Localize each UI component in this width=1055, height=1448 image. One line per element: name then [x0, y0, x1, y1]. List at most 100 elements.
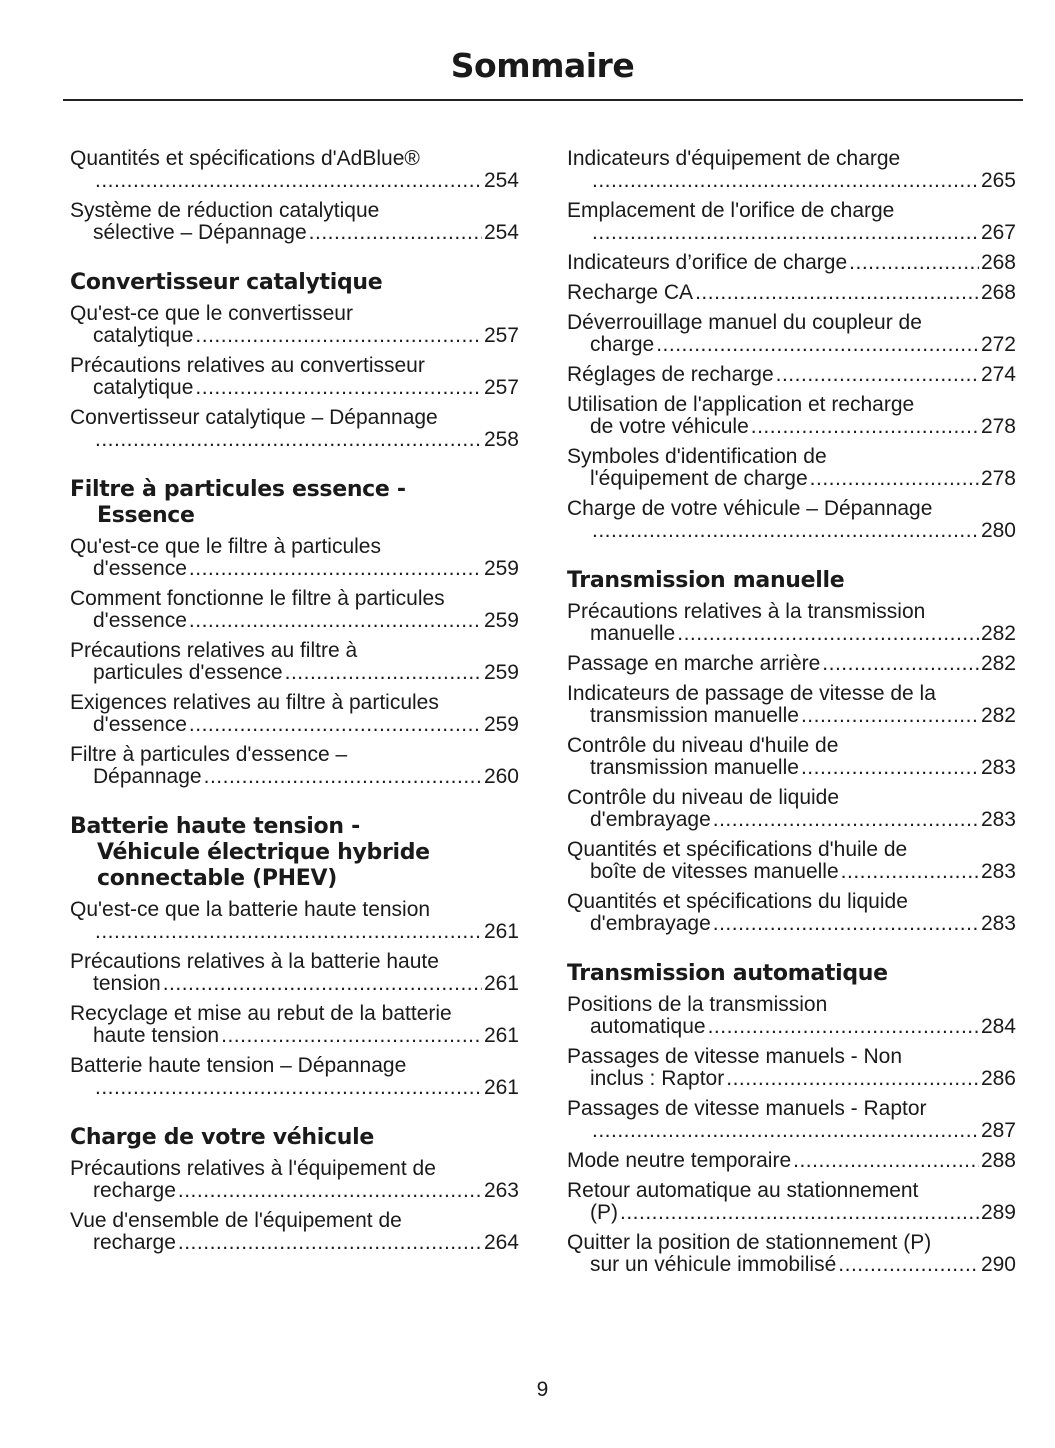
toc-entry-title[interactable]: Filtre à particules d'essence –: [70, 743, 348, 766]
toc-entry-title[interactable]: Qu'est-ce que le filtre à particules: [70, 535, 381, 558]
toc-page-number[interactable]: 257: [483, 324, 519, 347]
toc-entry-title-cont[interactable]: recharge: [93, 1179, 176, 1202]
toc-entry[interactable]: Batterie haute tension – Dépannage 261: [70, 1055, 519, 1099]
toc-entry-title-cont[interactable]: catalytique: [93, 376, 194, 399]
toc-entry-title[interactable]: Quitter la position de stationnement (P): [567, 1231, 932, 1254]
toc-entry-title[interactable]: Quantités et spécifications d'AdBlue®: [70, 147, 420, 170]
toc-entry[interactable]: Précautions relatives à la transmission m…: [567, 601, 1016, 645]
toc-page-number[interactable]: 261: [483, 920, 519, 943]
toc-entry[interactable]: Qu'est-ce que le filtre à particules d'es…: [70, 536, 519, 580]
toc-page-number[interactable]: 283: [980, 756, 1016, 779]
toc-page-number[interactable]: 282: [980, 622, 1016, 645]
toc-entry-title-cont[interactable]: particules d'essence: [93, 661, 283, 684]
toc-entry-title-cont[interactable]: automatique: [590, 1015, 706, 1038]
toc-page-number[interactable]: 265: [980, 169, 1016, 192]
toc-entry[interactable]: Indicateurs de passage de vitesse de la t…: [567, 683, 1016, 727]
toc-entry[interactable]: Charge de votre véhicule – Dépannage 280: [567, 498, 1016, 542]
toc-entry-title[interactable]: Indicateurs d'équipement de charge: [567, 147, 901, 170]
toc-entry-title[interactable]: Précautions relatives au filtre à: [70, 639, 358, 662]
toc-entry-title[interactable]: Réglages de recharge: [567, 363, 774, 386]
toc-entry[interactable]: Quantités et spécifications d'AdBlue® 254: [70, 148, 519, 192]
toc-entry-title-cont[interactable]: haute tension: [93, 1024, 220, 1047]
toc-page-number[interactable]: 282: [980, 704, 1016, 727]
toc-entry-title[interactable]: Charge de votre véhicule – Dépannage: [567, 497, 933, 520]
toc-entry-title[interactable]: Indicateurs de passage de vitesse de la: [567, 682, 936, 705]
toc-entry-title-cont[interactable]: de votre véhicule: [590, 415, 749, 438]
toc-entry[interactable]: Qu'est-ce que la batterie haute tension 2…: [70, 899, 519, 943]
toc-entry-title-cont[interactable]: d'embrayage: [590, 808, 711, 831]
toc-page-number[interactable]: 261: [483, 1024, 519, 1047]
toc-page-number[interactable]: 268: [980, 281, 1016, 304]
toc-entry-title[interactable]: Passages de vitesse manuels - Raptor: [567, 1097, 927, 1120]
toc-entry[interactable]: Quantités et spécifications d'huile de bo…: [567, 839, 1016, 883]
toc-page-number[interactable]: 259: [483, 661, 519, 684]
toc-page-number[interactable]: 274: [980, 363, 1016, 386]
toc-entry[interactable]: Exigences relatives au filtre à particul…: [70, 692, 519, 736]
toc-entry-title[interactable]: Recyclage et mise au rebut de la batteri…: [70, 1002, 452, 1025]
toc-entry[interactable]: Passage en marche arrière 282: [567, 653, 1016, 675]
toc-page-number[interactable]: 254: [483, 169, 519, 192]
toc-page-number[interactable]: 261: [483, 972, 519, 995]
toc-entry-title[interactable]: Symboles d'identification de: [567, 445, 827, 468]
toc-entry-title[interactable]: Déverrouillage manuel du coupleur de: [567, 311, 922, 334]
toc-entry[interactable]: Précautions relatives à l'équipement de r…: [70, 1158, 519, 1202]
toc-entry[interactable]: Passages de vitesse manuels - Raptor 287: [567, 1098, 1016, 1142]
toc-entry[interactable]: Comment fonctionne le filtre à particule…: [70, 588, 519, 632]
toc-page-number[interactable]: 287: [980, 1119, 1016, 1142]
toc-entry-title[interactable]: Qu'est-ce que le convertisseur: [70, 302, 353, 325]
toc-page-number[interactable]: 272: [980, 333, 1016, 356]
toc-entry[interactable]: Contrôle du niveau d'huile de transmissio…: [567, 735, 1016, 779]
toc-entry[interactable]: Emplacement de l'orifice de charge 267: [567, 200, 1016, 244]
toc-entry-title[interactable]: Contrôle du niveau d'huile de: [567, 734, 839, 757]
toc-entry[interactable]: Indicateurs d'équipement de charge 265: [567, 148, 1016, 192]
toc-entry[interactable]: Vue d'ensemble de l'équipement de recharg…: [70, 1210, 519, 1254]
toc-entry-title-cont[interactable]: transmission manuelle: [590, 704, 799, 727]
toc-entry-title[interactable]: Passage en marche arrière: [567, 652, 821, 675]
toc-page-number[interactable]: 263: [483, 1179, 519, 1202]
toc-entry-title[interactable]: Comment fonctionne le filtre à particule…: [70, 587, 445, 610]
toc-entry[interactable]: Filtre à particules d'essence – Dépannage…: [70, 744, 519, 788]
toc-entry-title-cont[interactable]: inclus : Raptor: [590, 1067, 725, 1090]
toc-entry[interactable]: Recharge CA 268: [567, 282, 1016, 304]
toc-entry-title-cont[interactable]: charge: [590, 333, 655, 356]
toc-page-number[interactable]: 290: [980, 1253, 1016, 1276]
toc-page-number[interactable]: 261: [483, 1076, 519, 1099]
toc-page-number[interactable]: 259: [483, 557, 519, 580]
toc-entry-title[interactable]: Quantités et spécifications du liquide: [567, 890, 908, 913]
toc-page-number[interactable]: 278: [980, 415, 1016, 438]
toc-entry[interactable]: Quantités et spécifications du liquide d'…: [567, 891, 1016, 935]
toc-entry-title-cont[interactable]: recharge: [93, 1231, 176, 1254]
toc-page-number[interactable]: 283: [980, 808, 1016, 831]
toc-page-number[interactable]: 259: [483, 713, 519, 736]
toc-entry-title-cont[interactable]: d'embrayage: [590, 912, 711, 935]
toc-entry-title[interactable]: Précautions relatives à la batterie haut…: [70, 950, 439, 973]
toc-entry-title[interactable]: Système de réduction catalytique: [70, 199, 380, 222]
toc-entry[interactable]: Indicateurs d’orifice de charge 268: [567, 252, 1016, 274]
toc-entry[interactable]: Système de réduction catalytique sélectiv…: [70, 200, 519, 244]
toc-page-number[interactable]: 254: [483, 221, 519, 244]
toc-page-number[interactable]: 257: [483, 376, 519, 399]
toc-entry-title[interactable]: Vue d'ensemble de l'équipement de: [70, 1209, 402, 1232]
toc-page-number[interactable]: 289: [980, 1201, 1016, 1224]
toc-entry-title[interactable]: Exigences relatives au filtre à particul…: [70, 691, 439, 714]
toc-entry[interactable]: Précautions relatives au convertisseur ca…: [70, 355, 519, 399]
toc-page-number[interactable]: 288: [980, 1149, 1016, 1172]
toc-page-number[interactable]: 268: [980, 251, 1016, 274]
toc-entry-title-cont[interactable]: tension: [93, 972, 161, 995]
toc-page-number[interactable]: 286: [980, 1067, 1016, 1090]
toc-page-number[interactable]: 283: [980, 912, 1016, 935]
toc-entry-title-cont[interactable]: d'essence: [93, 557, 187, 580]
toc-entry-title[interactable]: Mode neutre temporaire: [567, 1149, 792, 1172]
toc-entry[interactable]: Déverrouillage manuel du coupleur de char…: [567, 312, 1016, 356]
toc-page-number[interactable]: 260: [483, 765, 519, 788]
toc-entry[interactable]: Précautions relatives au filtre à particu…: [70, 640, 519, 684]
toc-page-number[interactable]: 282: [980, 652, 1016, 675]
toc-entry[interactable]: Quitter la position de stationnement (P)…: [567, 1232, 1016, 1276]
toc-entry-title[interactable]: Précautions relatives à la transmission: [567, 600, 926, 623]
toc-entry-title[interactable]: Utilisation de l'application et recharge: [567, 393, 915, 416]
toc-entry-title-cont[interactable]: d'essence: [93, 713, 187, 736]
toc-entry-title[interactable]: Recharge CA: [567, 281, 694, 304]
toc-entry-title[interactable]: Contrôle du niveau de liquide: [567, 786, 840, 809]
toc-page-number[interactable]: 267: [980, 221, 1016, 244]
